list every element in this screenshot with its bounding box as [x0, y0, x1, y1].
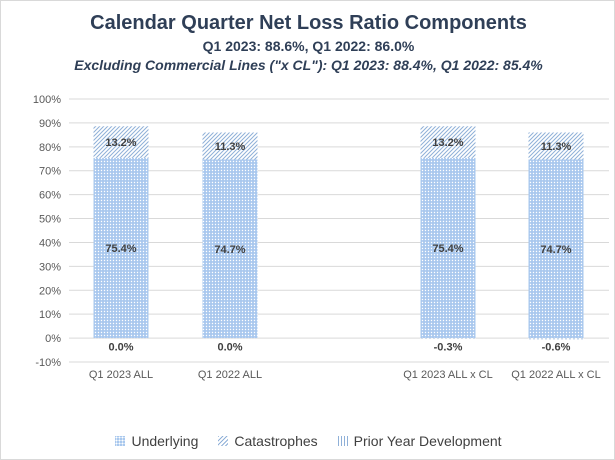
bar-underlying-q1-2023-all: [93, 157, 149, 339]
bar-catastrophes-q1-2023-all-x-cl: [420, 126, 476, 158]
y-tick-label: 100%: [33, 94, 61, 106]
legend-swatch-prior-year-development: [337, 436, 348, 446]
legend-swatch-underlying: [115, 436, 126, 446]
data-label-catastrophes-q1-2022-all: 11.3%: [215, 141, 246, 153]
x-tick-label-q1-2022-all-x-cl: Q1 2022 ALL x CL: [511, 369, 601, 381]
y-tick-label: 40%: [39, 237, 61, 249]
legend-swatch-catastrophes: [218, 436, 229, 446]
data-label-underlying-q1-2023-all: 75.4%: [105, 243, 136, 255]
y-tick-label: 90%: [39, 118, 61, 130]
stacked-bar-chart: -10% 0% 10% 20% 30% 40% 50% 60% 70% 80% 90% 100% Q1 …: [33, 94, 609, 381]
legend-item-catastrophes: Catastrophes: [218, 433, 318, 449]
data-label-prior-year-development-q1-2023-all: 0.0%: [108, 341, 133, 353]
y-tick-label: 80%: [39, 142, 61, 154]
y-tick-label: -10%: [35, 357, 61, 369]
bar-prior-year-development-q1-2022-all-x-cl: [528, 338, 584, 340]
y-tick-label: 30%: [39, 261, 61, 273]
data-label-underlying-q1-2023-all-x-cl: 75.4%: [432, 243, 463, 255]
x-tick-label-q1-2023-all-x-cl: Q1 2023 ALL x CL: [403, 369, 493, 381]
data-label-prior-year-development-q1-2023-all-x-cl: -0.3%: [434, 341, 463, 353]
bar-catastrophes-q1-2023-all: [93, 126, 149, 158]
bar-underlying-q1-2022-all: [202, 159, 258, 339]
bar-underlying-q1-2023-all-x-cl: [420, 157, 476, 339]
bar-underlying-q1-2022-all-x-cl: [528, 159, 584, 339]
chart-legend: Underlying Catastrophes Prior Year Devel…: [1, 433, 615, 449]
y-tick-label: 50%: [39, 214, 61, 226]
data-label-underlying-q1-2022-all: 74.7%: [214, 244, 245, 256]
chart-subtitle-excluding-cl: Excluding Commercial Lines ("x CL"): Q1 …: [74, 57, 543, 73]
data-label-catastrophes-q1-2023-all-x-cl: 13.2%: [432, 137, 463, 149]
y-tick-label: 20%: [39, 285, 61, 297]
data-label-underlying-q1-2022-all-x-cl: 74.7%: [540, 244, 571, 256]
legend-label-catastrophes: Catastrophes: [234, 433, 318, 449]
y-tick-label: 10%: [39, 309, 61, 321]
bar-prior-year-development-q1-2023-all-x-cl: [420, 338, 476, 339]
y-tick-label: 70%: [39, 166, 61, 178]
legend-label-underlying: Underlying: [131, 433, 199, 449]
y-tick-label: 0%: [45, 333, 61, 345]
chart-title: Calendar Quarter Net Loss Ratio Componen…: [90, 12, 527, 34]
bar-catastrophes-q1-2022-all: [202, 132, 258, 160]
bar-catastrophes-q1-2022-all-x-cl: [528, 132, 584, 160]
y-tick-label: 60%: [39, 190, 61, 202]
data-label-catastrophes-q1-2023-all: 13.2%: [105, 137, 136, 149]
data-label-prior-year-development-q1-2022-all: 0.0%: [217, 341, 242, 353]
legend-label-prior-year-development: Prior Year Development: [353, 433, 502, 449]
data-label-prior-year-development-q1-2022-all-x-cl: -0.6%: [542, 341, 571, 353]
chart-subtitle: Q1 2023: 88.6%, Q1 2022: 86.0%: [202, 38, 415, 54]
legend-item-prior-year-development: Prior Year Development: [337, 433, 502, 449]
x-tick-label-q1-2022-all: Q1 2022 ALL: [198, 369, 262, 381]
x-tick-label-q1-2023-all: Q1 2023 ALL: [89, 369, 153, 381]
legend-item-underlying: Underlying: [115, 433, 198, 449]
data-label-catastrophes-q1-2022-all-x-cl: 11.3%: [541, 141, 572, 153]
